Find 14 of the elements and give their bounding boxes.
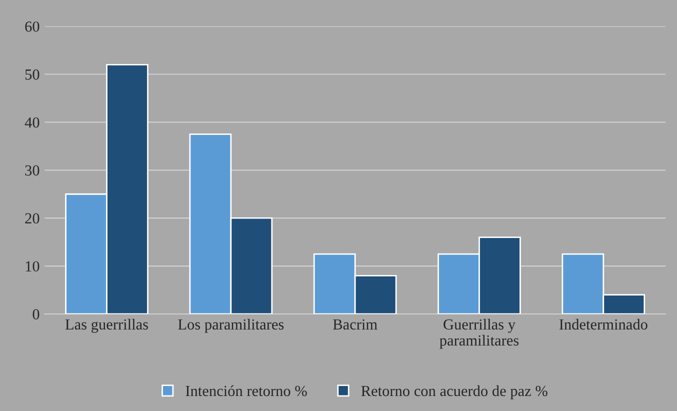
- y-tick-label: 20: [25, 213, 40, 224]
- y-tick-label: 50: [25, 69, 40, 80]
- x-tick-label: Las guerrillas: [65, 318, 148, 333]
- legend-label: Intención retorno %: [186, 385, 307, 396]
- x-tick-label: Guerrillas y paramilitares: [440, 318, 519, 349]
- y-tick-label: 10: [26, 261, 40, 272]
- y-tick-label: 30: [25, 165, 40, 176]
- x-tick-label: Indeterminado: [559, 318, 648, 330]
- x-tick-label: Bacrim: [333, 319, 378, 330]
- legend-label: Retorno con acuerdo de paz %: [361, 385, 548, 400]
- y-tick-label: 60: [25, 21, 40, 32]
- y-tick-label: 0: [32, 309, 40, 320]
- x-tick-label: Los paramilitares: [178, 318, 284, 333]
- y-tick-label: 40: [24, 117, 40, 128]
